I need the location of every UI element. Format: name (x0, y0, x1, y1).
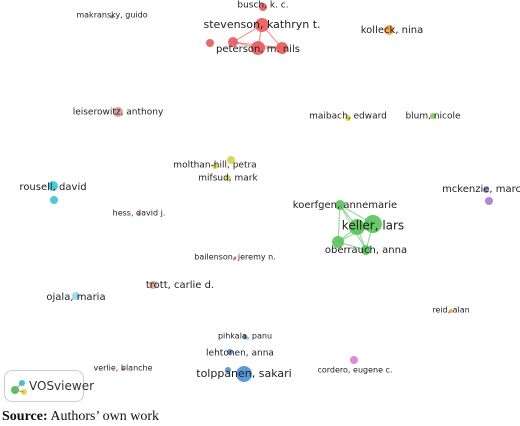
node (483, 187, 489, 193)
node (121, 367, 125, 371)
node (227, 156, 235, 164)
node (233, 256, 237, 260)
node (212, 163, 218, 169)
node (137, 212, 141, 216)
node (251, 41, 265, 55)
node-label: oberrauch, anna (325, 245, 407, 256)
node (276, 42, 288, 54)
node-label: koerfgen, annemarie (293, 200, 397, 211)
link (337, 204, 341, 243)
logo-icon (11, 380, 27, 395)
logo-text: VOSviewer (29, 379, 95, 393)
node (349, 219, 365, 235)
node-label: keller, lars (342, 219, 404, 233)
node (236, 366, 252, 382)
node (50, 196, 58, 204)
node (259, 3, 267, 11)
node (228, 37, 238, 47)
node (361, 245, 371, 255)
node-label: kolleck, nina (361, 25, 424, 36)
node (225, 367, 231, 373)
node (72, 292, 80, 300)
node-label: blum, nicole (405, 112, 461, 122)
node-label: hess, david j. (113, 209, 166, 218)
node-label: mckenzie, marcia (442, 184, 520, 195)
node (449, 309, 453, 313)
node (255, 18, 269, 32)
node-label: maibach, edward (309, 112, 387, 122)
node (345, 115, 351, 121)
node (242, 334, 248, 340)
network: busch, k. c. makransky, guido stevenson, k… (19, 1, 520, 382)
node (149, 281, 157, 289)
node-label: makransky, guido (76, 11, 147, 20)
node (48, 181, 58, 191)
node (430, 113, 436, 119)
node-label: mifsud, mark (198, 174, 258, 184)
node-label: reid, alan (432, 306, 470, 315)
node (110, 15, 114, 19)
vosviewer-logo[interactable]: VOSviewer (4, 370, 94, 402)
node-label: verlie, blanche (93, 364, 152, 373)
node-label: bailenson, jeremy n. (194, 253, 276, 262)
node (332, 236, 344, 248)
node (113, 107, 123, 117)
caption-label: Source: (2, 409, 48, 424)
node-label: leiserowitz, anthony (73, 108, 164, 118)
node (335, 200, 345, 210)
node-label: lehtonen, anna (206, 349, 274, 359)
node-label: peterson, m. nils (216, 44, 300, 55)
node-label: molthan-hill, petra (173, 161, 256, 171)
node-label: busch, k. c. (237, 1, 288, 11)
node-label: trott, carlie d. (146, 280, 214, 291)
caption: Source: Authors’ own work (2, 409, 159, 425)
node-label: tolppanen, sakari (196, 367, 291, 380)
node (364, 215, 382, 233)
node-label: stevenson, kathryn t. (204, 18, 321, 31)
node (384, 25, 394, 35)
node-label: cordero, eugene c. (317, 366, 392, 375)
node-label: rousell, david (19, 182, 86, 193)
node (227, 349, 233, 355)
caption-text: Authors’ own work (50, 409, 159, 424)
node (225, 175, 231, 181)
node (485, 197, 493, 205)
node (350, 356, 358, 364)
node-label: ojala, maria (46, 292, 105, 303)
node (206, 39, 214, 47)
node-label: pihkala, panu (218, 332, 272, 341)
